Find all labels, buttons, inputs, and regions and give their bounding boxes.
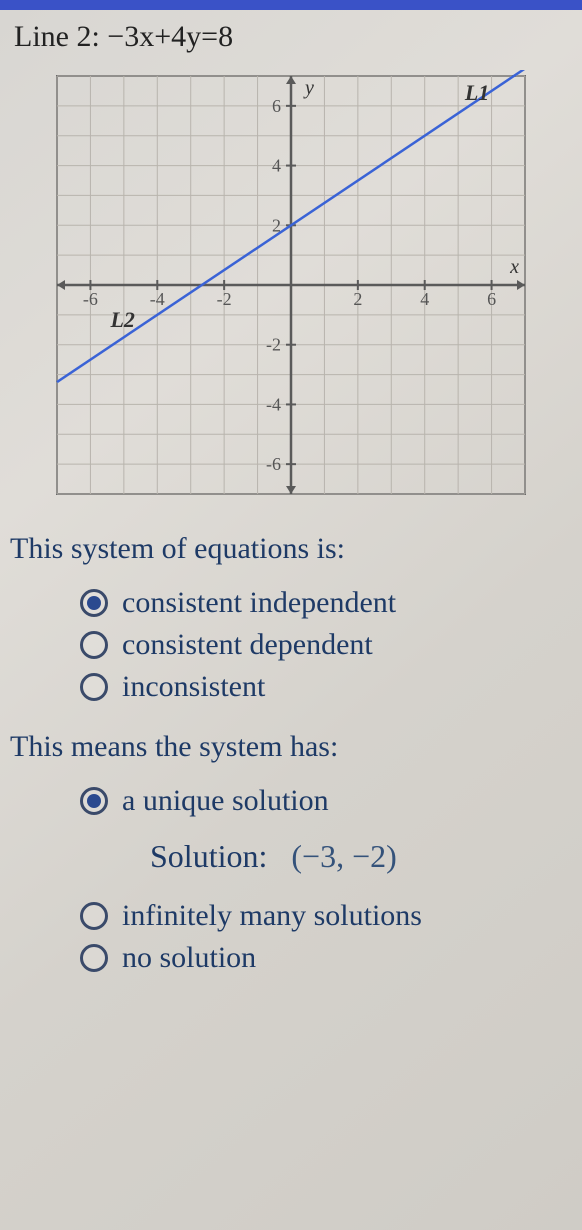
radio-dot	[87, 596, 101, 610]
option-label: infinitely many solutions	[122, 899, 422, 933]
graph-container: -6-4-2246-6-4-2246yxL1L2	[10, 70, 572, 500]
svg-text:4: 4	[420, 289, 429, 309]
option-label: consistent dependent	[122, 628, 373, 662]
svg-text:-6: -6	[266, 454, 281, 474]
equation-line: Line 2: −3x+4y=8	[10, 16, 572, 70]
radio-button[interactable]	[80, 631, 108, 659]
svg-text:y: y	[303, 77, 314, 99]
svg-text:-2: -2	[266, 335, 281, 355]
radio-button[interactable]	[80, 787, 108, 815]
question2-options-bottom: infinitely many solutions no solution	[10, 899, 572, 975]
svg-text:x: x	[509, 256, 519, 278]
svg-text:6: 6	[487, 289, 496, 309]
svg-text:L1: L1	[464, 80, 489, 105]
option-row[interactable]: consistent independent	[80, 586, 572, 620]
option-row[interactable]: inconsistent	[80, 670, 572, 704]
radio-button[interactable]	[80, 944, 108, 972]
question2-prompt: This means the system has:	[10, 722, 572, 776]
option-label: no solution	[122, 941, 256, 975]
question2-options-top: a unique solution	[10, 784, 572, 818]
svg-text:-4: -4	[150, 289, 165, 309]
question1-prompt: This system of equations is:	[10, 524, 572, 578]
question1-options: consistent independent consistent depende…	[10, 586, 572, 704]
svg-text:-4: -4	[266, 394, 281, 414]
radio-button[interactable]	[80, 673, 108, 701]
option-row[interactable]: consistent dependent	[80, 628, 572, 662]
solution-label: Solution:	[150, 838, 267, 874]
svg-text:2: 2	[353, 289, 362, 309]
coordinate-graph: -6-4-2246-6-4-2246yxL1L2	[51, 70, 531, 500]
radio-button[interactable]	[80, 902, 108, 930]
radio-dot	[87, 794, 101, 808]
solution-block: Solution: (−3, −2)	[10, 838, 572, 875]
solution-value: (−3, −2)	[291, 838, 396, 874]
svg-text:L2: L2	[109, 307, 134, 332]
option-label: consistent independent	[122, 586, 396, 620]
option-label: inconsistent	[122, 670, 265, 704]
svg-text:-6: -6	[83, 289, 98, 309]
option-row[interactable]: no solution	[80, 941, 572, 975]
top-accent-bar	[0, 0, 582, 10]
svg-text:-2: -2	[217, 289, 232, 309]
option-row[interactable]: infinitely many solutions	[80, 899, 572, 933]
svg-text:4: 4	[272, 156, 281, 176]
radio-button[interactable]	[80, 589, 108, 617]
option-label: a unique solution	[122, 784, 329, 818]
option-row[interactable]: a unique solution	[80, 784, 572, 818]
svg-text:6: 6	[272, 96, 281, 116]
content-area: Line 2: −3x+4y=8 -6-4-2246-6-4-2246yxL1L…	[0, 10, 582, 975]
